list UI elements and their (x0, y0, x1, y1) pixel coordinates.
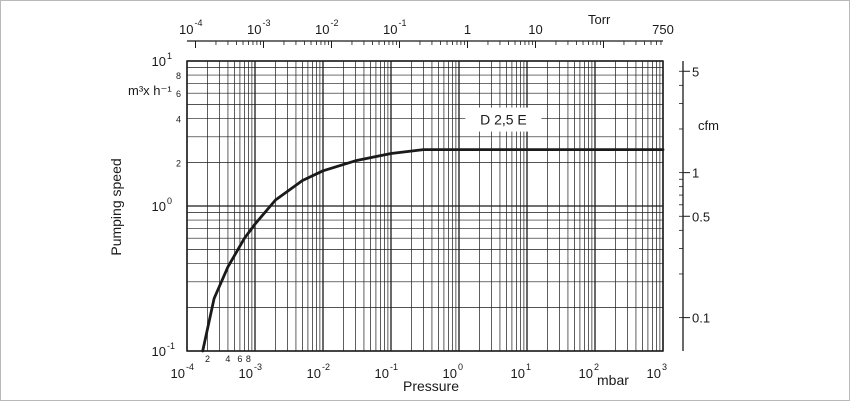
series: D 2,5 E (201, 107, 665, 353)
x-tick-base: 10 (443, 366, 457, 381)
series-line (201, 148, 665, 353)
top-tick-label: 10 (528, 22, 542, 37)
grid (186, 60, 664, 352)
top-tick-label: 10 -1 (383, 18, 406, 37)
top-tick-base: 10 (315, 22, 329, 37)
top-unit-label: Torr (588, 12, 611, 27)
x-minor-label: 2 (205, 354, 210, 364)
x-tick-base: 10 (307, 366, 321, 381)
y-tick-exponent: -1 (167, 341, 175, 351)
right-tick-label: 0.5 (692, 209, 710, 224)
x-tick-exponent: -2 (322, 362, 330, 372)
series-label: D 2,5 E (480, 112, 527, 128)
right-unit-label: cfm (698, 118, 719, 133)
y-tick-label: 10 1 (152, 51, 172, 69)
top-tick-base: 10 (179, 22, 193, 37)
top-tick-exponent: -1 (398, 18, 406, 28)
top-tick-exponent: -3 (262, 18, 270, 28)
x-tick-exponent: -4 (186, 362, 194, 372)
y-minor-label: 8 (176, 71, 181, 81)
x-tick-exponent: -1 (390, 362, 398, 372)
top-tick-exponent: -2 (330, 18, 338, 28)
x-tick-base: 10 (239, 366, 253, 381)
x-tick-label: 10 -1 (375, 362, 398, 381)
x-tick-exponent: 2 (594, 362, 599, 372)
top-tick-label: 10 -4 (179, 18, 202, 37)
y-tick-label: 10 0 (152, 196, 172, 214)
top-tick-label: 1 (464, 22, 471, 37)
series-label-box (465, 107, 542, 132)
y-tick-exponent: 1 (167, 51, 172, 61)
x-tick-exponent: 1 (526, 362, 531, 372)
top-tick-label: 750 (652, 22, 674, 37)
x-minor-label: 4 (225, 354, 230, 364)
x-tick-label: 10 -3 (239, 362, 262, 381)
y-tick-exponent: 0 (167, 196, 172, 206)
plot-border (186, 60, 664, 352)
x-tick-label: 10 -2 (307, 362, 330, 381)
x-tick-base: 10 (375, 366, 389, 381)
axes (186, 40, 690, 352)
y-minor-label: 2 (176, 158, 181, 168)
y-tick-label: 10 -1 (152, 341, 175, 359)
x-axis-title: Pressure (403, 378, 459, 394)
x-tick-label: 10 -4 (171, 362, 194, 381)
x-minor-label: 8 (246, 354, 251, 364)
top-tick-base: 10 (247, 22, 261, 37)
right-tick-label: 0.1 (692, 311, 710, 326)
y-tick-base: 10 (152, 54, 166, 69)
y-minor-label: 4 (176, 115, 181, 125)
y-tick-base: 10 (152, 344, 166, 359)
x-tick-base: 10 (647, 366, 661, 381)
x-tick-base: 10 (171, 366, 185, 381)
x-unit-label: mbar (597, 372, 629, 388)
right-tick-label: 1 (692, 166, 699, 181)
x-tick-label: 10 1 (511, 362, 531, 381)
x-tick-label: 10 3 (647, 362, 667, 381)
top-tick-base: 10 (383, 22, 397, 37)
top-tick-label: 10 -2 (315, 18, 338, 37)
y-minor-label: 6 (176, 89, 181, 99)
x-tick-label: 10 0 (443, 362, 463, 381)
x-tick-label: 10 2 (579, 362, 599, 381)
tick-labels: 10 -4 10 -3 10 -2 10 -1 10 0 10 1 10 2 10 32 4 6 810 -110 01… (152, 18, 711, 381)
y-axis-title: Pumping speed (108, 158, 124, 255)
x-tick-base: 10 (579, 366, 593, 381)
top-tick-label: 10 -3 (247, 18, 270, 37)
x-tick-exponent: 0 (458, 362, 463, 372)
y-tick-base: 10 (152, 199, 166, 214)
right-tick-label: 5 (692, 64, 699, 79)
y-unit-label: m³x h⁻¹ (128, 83, 172, 98)
x-minor-label: 6 (237, 354, 242, 364)
top-tick-exponent: -4 (194, 18, 202, 28)
x-tick-exponent: 3 (662, 362, 667, 372)
x-tick-exponent: -3 (254, 362, 262, 372)
x-tick-base: 10 (511, 366, 525, 381)
